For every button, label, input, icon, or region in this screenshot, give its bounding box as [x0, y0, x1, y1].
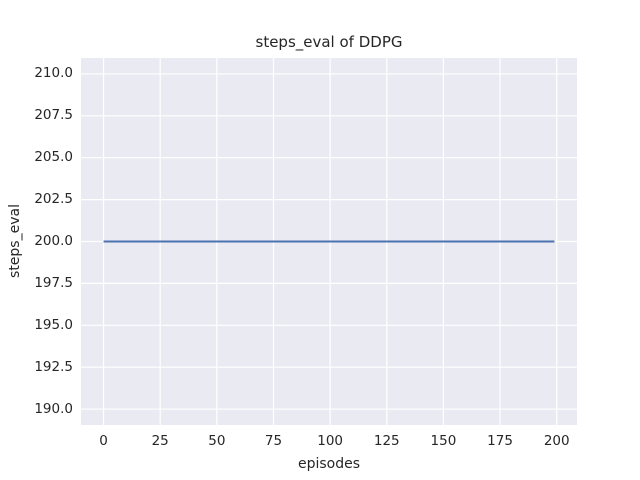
x-tick-label: 150: [430, 433, 457, 449]
y-tick-label: 190.0: [34, 400, 73, 417]
y-tick-label: 210.0: [34, 65, 73, 82]
x-tick-label: 25: [151, 433, 169, 449]
y-tick-label: 200.0: [34, 233, 73, 249]
x-axis-label: episodes: [297, 456, 361, 472]
x-tick-label: 200: [543, 433, 570, 449]
y-tick-label: 195.0: [34, 316, 73, 333]
plot-canvas: [81, 58, 577, 425]
y-tick-label: 207.5: [34, 107, 73, 124]
y-axis-label: steps_eval: [7, 204, 23, 278]
x-tick-label: 50: [208, 433, 226, 449]
y-tick-label: 197.5: [34, 274, 73, 291]
y-tick-label: 202.5: [34, 191, 73, 208]
plot-area: [81, 58, 577, 425]
x-tick-label: 0: [99, 433, 108, 449]
x-tick-label: 125: [373, 433, 400, 449]
chart-title: steps_eval of DDPG: [255, 33, 403, 51]
x-tick-label: 100: [317, 433, 344, 449]
y-tick-label: 205.0: [34, 149, 73, 166]
y-tick-label: 192.5: [34, 358, 73, 375]
x-tick-label: 175: [487, 433, 513, 449]
x-tick-label: 75: [264, 433, 283, 449]
